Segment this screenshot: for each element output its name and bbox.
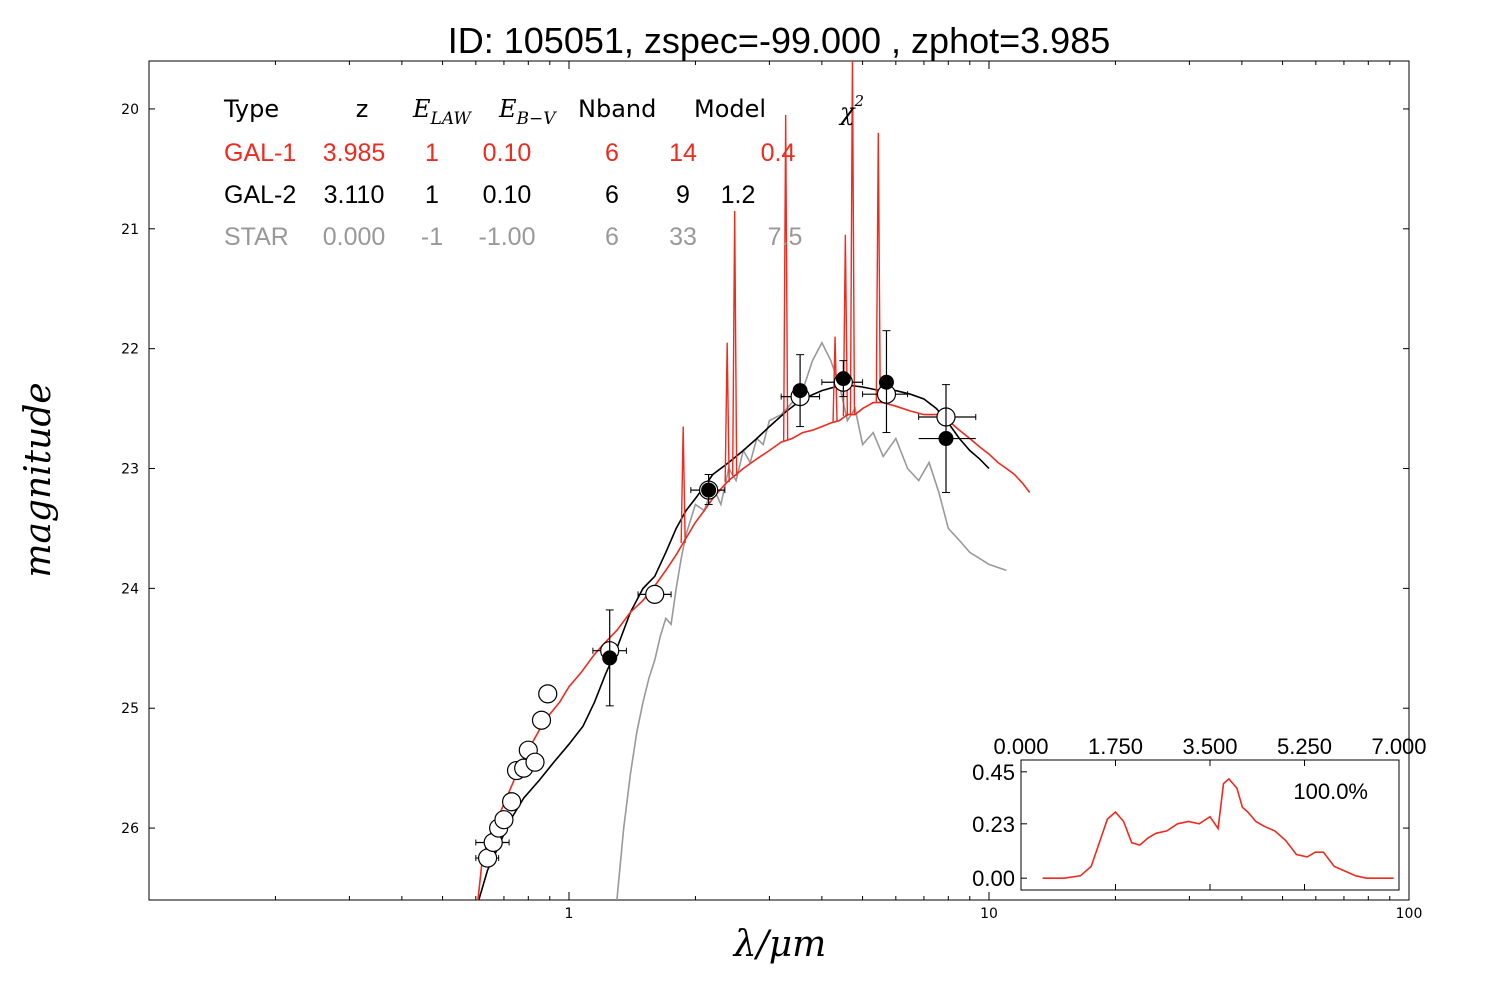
model-flux-point: [878, 374, 894, 390]
model-flux-point: [792, 383, 808, 399]
emission-line: [724, 342, 730, 483]
inset-annotation: 100.0%: [1293, 779, 1368, 804]
inset-frame: [1020, 759, 1400, 891]
table-cell-chi2: 0.4: [761, 139, 796, 167]
inset-x-tick-label: 5.250: [1277, 734, 1332, 759]
inset-y-tick-label: 0.45: [972, 760, 1015, 785]
observed-point: [494, 810, 514, 830]
model-flux-point: [602, 650, 618, 666]
points-layer: [475, 330, 977, 868]
model-flux-point: [701, 482, 717, 498]
table-cell-chi2: 7.5: [768, 223, 803, 251]
inset-x-tick-label: 0.000: [993, 734, 1048, 759]
x-axis-label: λ/μm: [732, 924, 826, 965]
y-tick-label: 25: [121, 701, 139, 717]
inset-ticks: 0.000 1.750 3.500 5.250 7.000 0.45 0.23 0.00: [972, 734, 1426, 891]
observed-point: [525, 752, 545, 772]
y-axis-label: magnitude: [18, 382, 59, 577]
table-cell-elaw: -1: [421, 223, 443, 251]
observed-point: [538, 684, 558, 704]
table-cell-model: 14: [669, 139, 697, 167]
emission-line: [680, 426, 686, 544]
table-cell-elaw: 1: [425, 181, 439, 209]
sed-line-gal1: [477, 401, 1031, 900]
y-tick-label: 20: [121, 102, 139, 118]
fit-table: Type z ELAW EB−V Nband Model χ2 GAL-1 3.9…: [223, 92, 864, 251]
model-flux-point: [835, 371, 851, 387]
table-header-elaw: ELAW: [412, 95, 472, 129]
y-tick-label: 24: [121, 581, 139, 597]
table-cell-model: 33: [669, 223, 697, 251]
inset-y-tick-label: 0.23: [972, 812, 1015, 837]
inset-x-tick-label: 3.500: [1182, 734, 1237, 759]
x-tick-label: 10: [980, 906, 998, 922]
x-axis-ticks: 1 10 100: [274, 61, 1423, 922]
table-cell-ebv: -1.00: [479, 223, 536, 251]
table-header-z: z: [356, 95, 369, 123]
table-cell-z: 0.000: [323, 223, 386, 251]
emission-line: [832, 336, 838, 422]
emission-line: [842, 234, 849, 417]
table-cell-model: 9: [676, 181, 690, 209]
table-cell-ebv: 0.10: [483, 139, 532, 167]
table-header-model: Model: [694, 95, 766, 123]
table-cell-elaw: 1: [425, 139, 439, 167]
table-cell-type: GAL-1: [224, 139, 296, 167]
chart-title: ID: 105051, zspec=-99.000 , zphot=3.985: [448, 20, 1110, 61]
table-cell-z: 3.985: [323, 139, 386, 167]
observed-point: [645, 584, 665, 604]
x-tick-label: 100: [1396, 906, 1423, 922]
table-cell-nband: 6: [605, 181, 619, 209]
y-axis-ticks: 20 21 22 23 24 25 26: [121, 102, 1409, 837]
table-cell-nband: 6: [605, 223, 619, 251]
inset-y-tick-label: 0.00: [972, 866, 1015, 891]
table-cell-chi2: 1.2: [721, 181, 756, 209]
x-tick-label: 1: [565, 906, 574, 922]
table-header-ebv: EB−V: [498, 95, 557, 129]
emission-line: [731, 210, 738, 476]
table-cell-nband: 6: [605, 139, 619, 167]
observed-point: [501, 792, 522, 812]
sed-line-star: [616, 340, 1007, 900]
sed-line-gal2: [478, 383, 990, 900]
emission-line: [782, 114, 789, 441]
y-tick-label: 21: [121, 222, 139, 238]
table-cell-type: GAL-2: [224, 181, 296, 209]
emission-line: [875, 132, 881, 403]
table-cell-ebv: 0.10: [483, 181, 532, 209]
y-tick-label: 23: [121, 462, 139, 478]
inset-pdf-curve: [1042, 777, 1394, 880]
y-tick-label: 26: [121, 821, 139, 837]
plot-frame: [148, 60, 1410, 901]
emission-line: [849, 61, 856, 415]
inset-curve-layer: [1042, 777, 1394, 880]
inset-pdf-plot: 0.000 1.750 3.500 5.250 7.000 0.45 0.23 0.00 10…: [972, 734, 1426, 891]
inset-x-tick-label: 1.750: [1088, 734, 1143, 759]
table-cell-type: STAR: [224, 223, 289, 251]
table-header-chi2: χ2: [838, 92, 864, 126]
inset-x-tick-label: 7.000: [1371, 734, 1426, 759]
model-flux-point: [938, 431, 954, 447]
fit-table-rows: GAL-1 3.985 1 0.10 6 14 0.4 GAL-2 3.110 1 0.10 6 9 1.…: [224, 139, 802, 251]
table-header-nband: Nband: [578, 95, 656, 123]
observed-point: [531, 710, 552, 730]
y-tick-label: 22: [121, 342, 139, 358]
table-cell-z: 3.110: [324, 181, 385, 209]
table-header-type: Type: [223, 95, 279, 123]
